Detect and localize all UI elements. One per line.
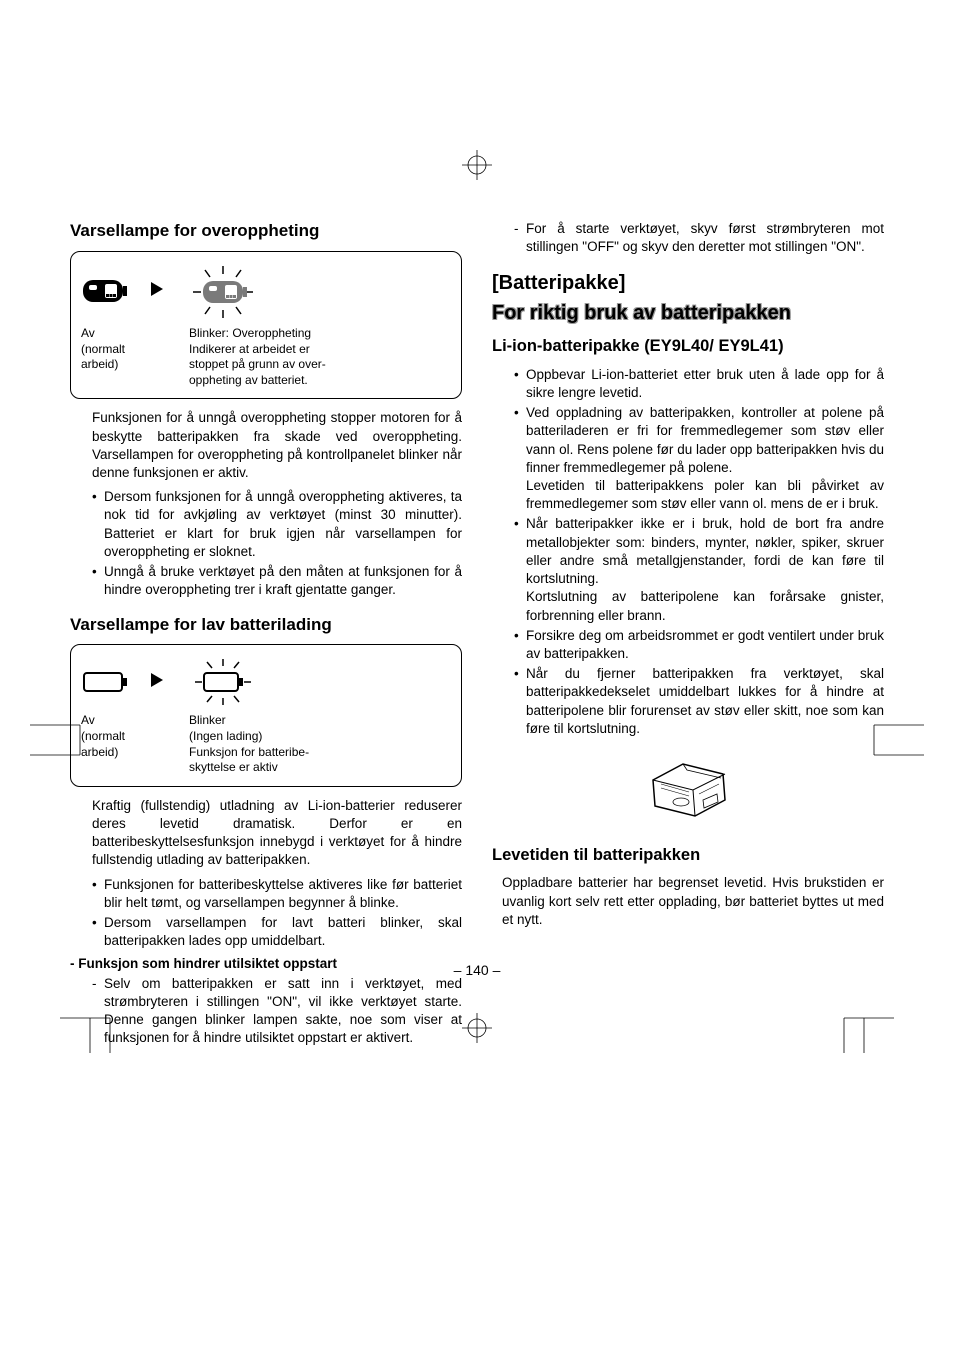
- lowbatt-bullets: •Funksjonen for batteribeskyttelse aktiv…: [92, 876, 462, 951]
- liion-heading: Li-ion-batteripakke (EY9L40/ EY9L41): [492, 335, 884, 357]
- lowbatt-label-blink: Blinker (Ingen lading) Funksjon for batt…: [189, 713, 451, 775]
- overheat-icon-blinking: [183, 264, 263, 320]
- crop-mark-left: [30, 720, 90, 765]
- overheat-label-blink: Blinker: Overoppheting Indikerer at arbe…: [189, 326, 451, 388]
- lowbatt-indicator-box: Av (normalt arbeid) Blinker (Ingen ladin…: [70, 644, 462, 786]
- registration-mark-bottom: [462, 1013, 492, 1048]
- continue-dash: -For å starte verktøyet, skyv først strø…: [514, 220, 884, 256]
- lowbatt-icon-blinking: [183, 657, 263, 707]
- arrow-icon: [149, 671, 165, 694]
- unintended-start-heading: - Funksjon som hindrer utilsiktet oppsta…: [70, 955, 462, 973]
- registration-mark-top: [462, 150, 492, 185]
- battery-pack-heading: [Batteripakke]: [492, 270, 884, 297]
- crop-mark-bl: [60, 1013, 120, 1058]
- proper-use-heading: For riktig bruk av batteripakken: [492, 301, 884, 325]
- unintended-start-list: -Selv om batteripakken er satt inn i ver…: [92, 975, 462, 1048]
- battery-pack-illustration: [492, 750, 884, 826]
- content-columns: Varsellampe for overoppheting: [70, 220, 884, 1048]
- crop-mark-br: [834, 1013, 894, 1058]
- battery-life-para: Oppladbare batterier har begrenset levet…: [502, 874, 884, 929]
- overheat-indicator-box: Av (normalt arbeid) Blinker: Overoppheti…: [70, 251, 462, 399]
- heading-overheat: Varsellampe for overoppheting: [70, 220, 462, 243]
- overheat-para: Funksjonen for å unngå overoppheting sto…: [92, 409, 462, 482]
- left-column: Varsellampe for overoppheting: [70, 220, 462, 1048]
- battery-life-heading: Levetiden til batteripakken: [492, 844, 884, 866]
- lowbatt-para: Kraftig (fullstendig) utladning av Li-io…: [92, 797, 462, 870]
- crop-mark-right: [864, 720, 924, 765]
- battery-bullets: •Oppbevar Li-ion-batteriet etter bruk ut…: [514, 366, 884, 738]
- page-number: – 140 –: [454, 962, 501, 978]
- overheat-bullets: •Dersom funksjonen for å unngå overopphe…: [92, 488, 462, 599]
- lowbatt-icon-off: [81, 667, 131, 697]
- overheat-label-off: Av (normalt arbeid): [81, 326, 171, 388]
- arrow-icon: [149, 280, 165, 303]
- overheat-icon-off: [81, 276, 131, 308]
- manual-page: Varsellampe for overoppheting: [0, 0, 954, 1108]
- right-column: -For å starte verktøyet, skyv først strø…: [492, 220, 884, 1048]
- heading-lowbatt: Varsellampe for lav batterilading: [70, 614, 462, 637]
- lowbatt-label-off: Av (normalt arbeid): [81, 713, 171, 775]
